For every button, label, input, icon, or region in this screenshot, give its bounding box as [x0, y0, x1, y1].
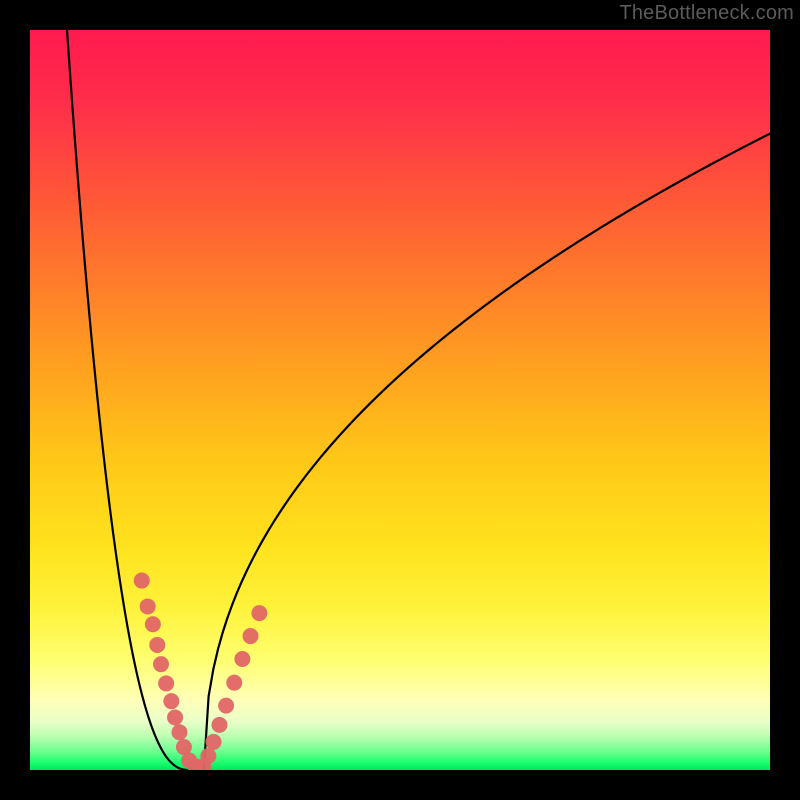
- data-marker: [140, 598, 156, 614]
- data-marker: [171, 724, 187, 740]
- data-marker: [149, 637, 165, 653]
- plot-area: [30, 30, 770, 770]
- data-marker: [163, 693, 179, 709]
- data-marker: [167, 709, 183, 725]
- data-marker: [251, 605, 267, 621]
- data-marker: [158, 675, 174, 691]
- data-marker: [211, 717, 227, 733]
- data-marker: [218, 698, 234, 714]
- gradient-background: [30, 30, 770, 770]
- data-marker: [206, 734, 222, 750]
- data-marker: [226, 675, 242, 691]
- chart-container: TheBottleneck.com: [0, 0, 800, 800]
- data-marker: [234, 651, 250, 667]
- data-marker: [145, 616, 161, 632]
- data-marker: [153, 656, 169, 672]
- watermark-text: TheBottleneck.com: [619, 2, 794, 25]
- data-marker: [243, 628, 259, 644]
- plot-svg: [30, 30, 770, 770]
- data-marker: [200, 748, 216, 764]
- data-marker: [134, 573, 150, 589]
